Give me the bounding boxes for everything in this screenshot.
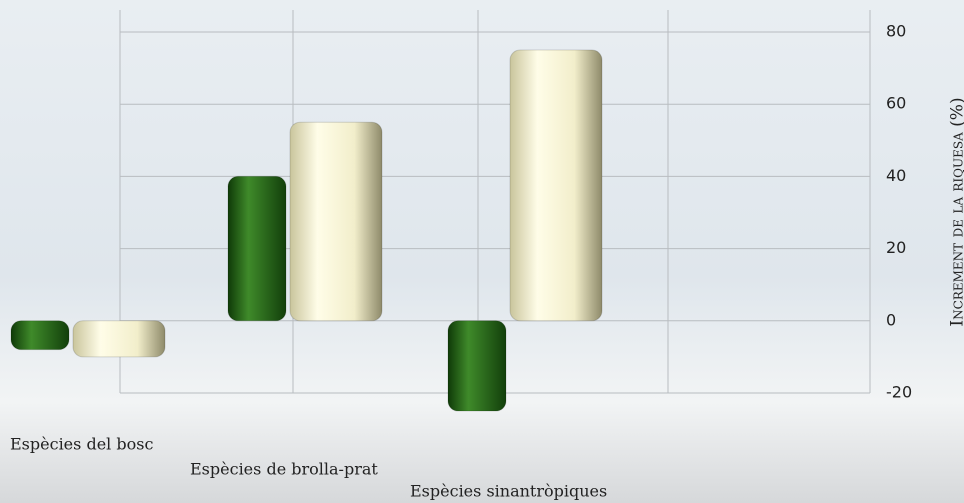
y-tick-label: 80 <box>886 22 906 41</box>
y-tick-label: 60 <box>886 94 906 113</box>
bar <box>10 320 70 351</box>
y-tick-label: -20 <box>886 383 912 402</box>
bar <box>227 175 287 322</box>
bar <box>509 49 603 322</box>
y-tick-label: 0 <box>886 310 896 329</box>
bar <box>72 320 166 358</box>
y-axis-label: Increment de la riquesa (%) <box>948 97 964 326</box>
bar <box>447 320 507 412</box>
x-tick-label: Espècies del bosc <box>10 435 153 454</box>
x-tick-label: Espècies de brolla-prat <box>190 460 378 479</box>
bar <box>289 121 383 322</box>
x-tick-label: Espècies sinantròpiques <box>410 482 607 501</box>
y-tick-label: 40 <box>886 166 906 185</box>
y-tick-label: 20 <box>886 238 906 257</box>
